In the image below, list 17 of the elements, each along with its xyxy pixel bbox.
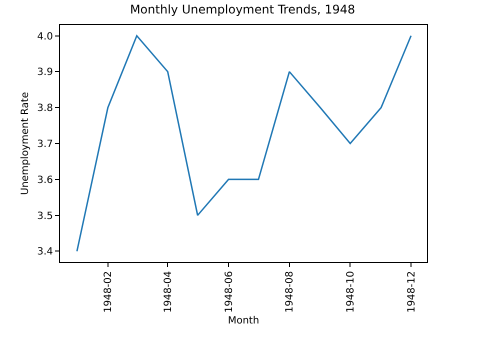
y-tick-label: 3.5 [37, 210, 53, 222]
y-tick-label: 3.9 [37, 67, 53, 78]
x-tick-label: 1948-06 [224, 271, 235, 313]
x-axis-title: Month [228, 315, 260, 326]
x-tick-label: 1948-04 [162, 271, 174, 313]
x-tick-label: 1948-12 [406, 271, 418, 313]
y-tick-label: 3.7 [37, 139, 53, 150]
line-series [76, 35, 412, 252]
y-axis-title: Unemployment Rate [20, 92, 32, 195]
x-tick-label: 1948-08 [284, 271, 296, 313]
y-tick-label: 3.8 [37, 103, 53, 114]
y-tick-label: 4.0 [37, 31, 53, 42]
y-tick-label: 3.6 [37, 174, 53, 186]
x-tick-label: 1948-10 [345, 271, 356, 313]
y-tick-label: 3.4 [37, 246, 53, 258]
chart-title: Monthly Unemployment Trends, 1948 [130, 2, 356, 16]
x-tick-label: 1948-02 [103, 271, 114, 313]
